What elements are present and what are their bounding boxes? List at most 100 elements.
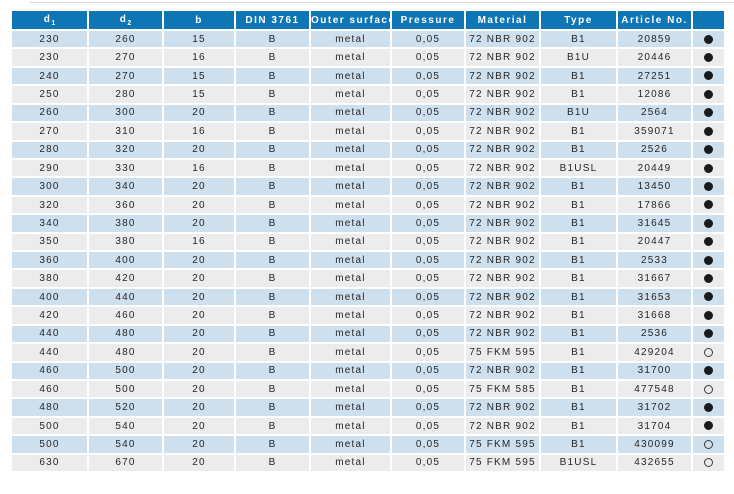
column-header-outer-surface: Outer surface [309, 11, 391, 30]
cell-article-no: 2526 [616, 139, 692, 159]
cell-din-3761: B [234, 378, 310, 399]
cell-din-3761: B [234, 434, 310, 454]
table-row: 420 460 20 B metal 0,05 72 NBR 902 B1 31… [12, 305, 724, 325]
cell-d1: 460 [12, 378, 88, 399]
cell-d2: 340 [87, 176, 163, 196]
table-row: 500 540 20 B metal 0,05 75 FKM 595 B1 43… [12, 434, 724, 454]
cell-pressure: 0,05 [390, 157, 465, 178]
cell-material: 72 NBR 902 [464, 250, 540, 270]
cell-material: 75 FKM 595 [464, 452, 540, 471]
cell-d1: 250 [12, 84, 88, 104]
cell-d2: 500 [87, 378, 163, 399]
column-header-availability [691, 11, 724, 30]
cell-d1: 340 [12, 213, 88, 233]
cell-type: B1 [539, 176, 617, 196]
availability-empty-icon [704, 347, 713, 357]
cell-availability [691, 434, 724, 454]
cell-d2: 480 [87, 342, 163, 362]
cell-b: 20 [162, 378, 235, 399]
cell-d1: 630 [12, 452, 88, 471]
cell-pressure: 0,05 [390, 323, 465, 344]
cell-pressure: 0,05 [390, 231, 465, 252]
cell-article-no: 2536 [616, 323, 692, 344]
cell-din-3761: B [234, 65, 310, 86]
cell-outer-surface: metal [309, 268, 391, 288]
cell-d2: 480 [87, 323, 163, 344]
cell-availability [691, 194, 724, 215]
cell-b: 20 [162, 286, 235, 307]
cell-article-no: 31704 [616, 415, 692, 436]
cell-article-no: 477548 [616, 378, 692, 399]
cell-outer-surface: metal [309, 157, 391, 178]
availability-filled-icon [704, 274, 713, 284]
cell-din-3761: B [234, 47, 310, 67]
cell-din-3761: B [234, 415, 310, 436]
cell-pressure: 0,05 [390, 305, 465, 325]
cell-pressure: 0,05 [390, 360, 465, 381]
cell-availability [691, 397, 724, 417]
cell-din-3761: B [234, 342, 310, 362]
cell-article-no: 31702 [616, 397, 692, 417]
cell-d1: 440 [12, 342, 88, 362]
cell-d2: 440 [87, 286, 163, 307]
cell-pressure: 0,05 [390, 84, 465, 104]
table-row: 340 380 20 B metal 0,05 72 NBR 902 B1 31… [12, 213, 724, 233]
cell-pressure: 0,05 [390, 250, 465, 270]
cell-article-no: 2533 [616, 250, 692, 270]
cell-d1: 230 [12, 47, 88, 67]
cell-pressure: 0,05 [390, 415, 465, 436]
availability-filled-icon [704, 89, 713, 99]
table-row: 440 480 20 B metal 0,05 75 FKM 595 B1 42… [12, 342, 724, 362]
cell-availability [691, 342, 724, 362]
cell-outer-surface: metal [309, 452, 391, 471]
cell-d2: 500 [87, 360, 163, 381]
cell-pressure: 0,05 [390, 121, 465, 141]
availability-filled-icon [704, 126, 713, 136]
cell-d1: 440 [12, 323, 88, 344]
cell-outer-surface: metal [309, 139, 391, 159]
cell-outer-surface: metal [309, 121, 391, 141]
cell-d1: 500 [12, 415, 88, 436]
cell-outer-surface: metal [309, 231, 391, 252]
cell-type: B1 [539, 305, 617, 325]
cell-article-no: 432655 [616, 452, 692, 471]
table-row: 230 260 15 B metal 0,05 72 NBR 902 B1 20… [12, 28, 724, 49]
cell-material: 72 NBR 902 [464, 84, 540, 104]
cell-availability [691, 65, 724, 86]
cell-din-3761: B [234, 360, 310, 381]
cell-din-3761: B [234, 102, 310, 123]
cell-type: B1 [539, 194, 617, 215]
cell-d1: 420 [12, 305, 88, 325]
cell-article-no: 359071 [616, 121, 692, 141]
cell-outer-surface: metal [309, 47, 391, 67]
table-body: 230 260 15 B metal 0,05 72 NBR 902 B1 20… [12, 28, 724, 471]
cell-article-no: 430099 [616, 434, 692, 454]
availability-empty-icon [704, 439, 713, 449]
cell-material: 72 NBR 902 [464, 213, 540, 233]
cell-din-3761: B [234, 286, 310, 307]
cell-d2: 330 [87, 157, 163, 178]
cell-b: 16 [162, 47, 235, 67]
cell-article-no: 20449 [616, 157, 692, 178]
availability-filled-icon [704, 421, 713, 431]
cell-availability [691, 250, 724, 270]
cell-b: 20 [162, 213, 235, 233]
cell-d2: 270 [87, 65, 163, 86]
cell-din-3761: B [234, 231, 310, 252]
cell-availability [691, 360, 724, 381]
cell-availability [691, 139, 724, 159]
cell-din-3761: B [234, 28, 310, 49]
availability-filled-icon [704, 145, 713, 155]
availability-filled-icon [704, 255, 713, 265]
cell-b: 20 [162, 139, 235, 159]
cell-pressure: 0,05 [390, 65, 465, 86]
availability-filled-icon [704, 292, 713, 302]
cell-material: 72 NBR 902 [464, 397, 540, 417]
cell-din-3761: B [234, 157, 310, 178]
cell-d2: 540 [87, 434, 163, 454]
cell-din-3761: B [234, 452, 310, 471]
table-row: 480 520 20 B metal 0,05 72 NBR 902 B1 31… [12, 397, 724, 417]
cell-pressure: 0,05 [390, 28, 465, 49]
cell-type: B1 [539, 139, 617, 159]
